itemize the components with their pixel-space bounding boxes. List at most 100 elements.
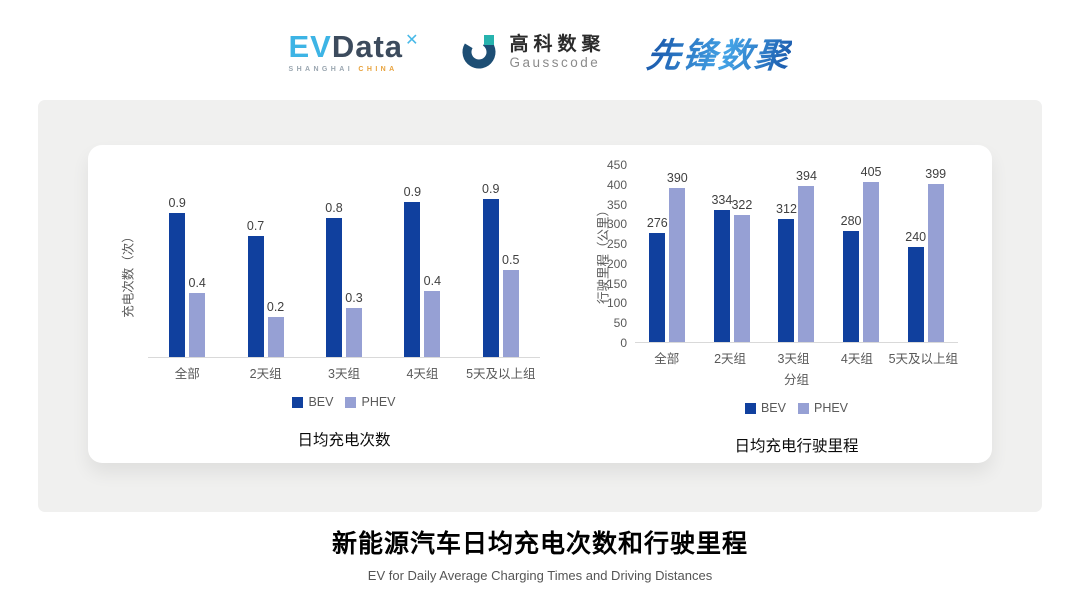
y-tick-label: 250 (606, 237, 627, 252)
y-axis-ticks (88, 190, 140, 358)
chart-title: 日均充电行驶里程 (734, 438, 859, 455)
gray-panel: 充电次数（次） 0.9 0.4 0.7 0.2 0.8 0.3 0.9 0.4 0.9 0.5 全… (38, 100, 1042, 512)
gausscode-cn-label: 高科数聚 (509, 33, 606, 55)
legend-item-phev: PHEV (345, 395, 396, 409)
y-tick-label: 300 (606, 217, 627, 232)
bar-value-label: 0.4 (423, 274, 442, 289)
header-logos: EVData ✕ SHANGHAI CHINA 高科数聚 Gausscode 先锋… (0, 20, 1080, 84)
charts-card: 充电次数（次） 0.9 0.4 0.7 0.2 0.8 0.3 0.9 0.4 0.9 0.5 全… (88, 145, 992, 463)
legend-item-phev: PHEV (797, 401, 849, 415)
bar-group: 0.9 0.4 (168, 196, 206, 357)
bar-phev: 399 (925, 167, 946, 342)
y-tick-label: 100 (606, 296, 627, 311)
y-axis-ticks: 0 50 100 150 200 250 300 350 400 450 (540, 158, 627, 350)
x-axis-categories: 全部 2天组 3天组 4天组 5天及以上组 (635, 348, 958, 367)
legend-label: PHEV (361, 395, 396, 409)
bar-value-label: 0.9 (482, 182, 500, 197)
x-category-label: 全部 (174, 367, 200, 381)
y-tick-label: 0 (620, 336, 627, 350)
chart-footer: 全部 2天组 3天组 4天组 5天及以上组 分组 BEV PHEV 日均充电行驶里程 (635, 343, 958, 456)
bar-group: 312 394 (776, 169, 817, 342)
bar-value-label: 405 (860, 164, 882, 179)
xianfeng-shuju-logo: 先锋数聚 (645, 28, 794, 77)
legend-swatch (292, 396, 304, 408)
bar-group: 0.9 0.4 (404, 185, 442, 357)
gausscode-logo-text: 高科数聚 Gausscode (509, 34, 605, 71)
bar-groups: 0.9 0.4 0.7 0.2 0.8 0.3 0.9 0.4 0.9 0.5 (148, 182, 540, 357)
bar-bev: 0.9 (482, 182, 499, 357)
legend-item-bev: BEV (744, 401, 786, 415)
y-tick-label: 450 (606, 158, 627, 172)
legend-swatch (744, 402, 756, 414)
bar-value-label: 334 (711, 192, 733, 207)
bar-group: 240 399 (905, 167, 946, 342)
legend-swatch (345, 396, 357, 408)
bar-bev: 0.7 (247, 219, 264, 357)
bar-value-label: 0.2 (266, 299, 285, 314)
bar-group: 0.7 0.2 (247, 219, 285, 357)
bar-group: 0.9 0.5 (482, 182, 519, 357)
bar-value-label: 0.8 (325, 200, 343, 215)
bar-phev: 0.3 (345, 291, 363, 357)
y-tick-label: 50 (613, 316, 627, 331)
bar-value-label: 394 (796, 169, 817, 184)
y-tick-label: 400 (606, 177, 627, 192)
y-tick-label: 200 (606, 256, 627, 271)
x-category-label: 3天组 (777, 352, 810, 366)
evdata-shanghai-label: SHANGHAI (288, 66, 354, 73)
x-category-label: 3天组 (328, 367, 360, 381)
evdata-china-label: CHINA (358, 66, 398, 73)
caption-title: 新能源汽车日均充电次数和行驶里程 (331, 530, 748, 558)
legend-swatch (797, 402, 809, 414)
bar-value-label: 0.9 (403, 185, 422, 200)
bar-bev: 0.8 (325, 201, 343, 357)
bar-value-label: 0.9 (168, 195, 186, 210)
bar-value-label: 280 (840, 214, 862, 229)
bar-phev: 390 (667, 171, 688, 342)
evdata-logo-wordmark: EVData ✕ (289, 29, 420, 64)
x-category-label: 2天组 (714, 352, 747, 366)
bar-bev: 334 (711, 193, 732, 342)
gausscode-en-label: Gausscode (509, 54, 601, 70)
x-category-label: 全部 (654, 352, 680, 366)
bar-phev: 394 (796, 169, 817, 342)
caption-subtitle: EV for Daily Average Charging Times and … (367, 568, 713, 583)
bar-phev: 0.4 (188, 276, 206, 357)
bar-value-label: 276 (646, 215, 668, 230)
bar-value-label: 312 (776, 201, 797, 216)
bar-value-label: 399 (925, 167, 947, 182)
evdata-x-icon: ✕ (405, 32, 420, 49)
bar-value-label: 390 (666, 170, 688, 185)
bar-value-label: 0.3 (345, 291, 363, 306)
chart-legend: BEV PHEV (635, 401, 958, 415)
bar-phev: 405 (861, 165, 882, 342)
bar-phev: 0.5 (502, 253, 519, 357)
x-axis-categories: 全部 2天组 3天组 4天组 5天及以上组 (148, 363, 540, 382)
chart-title: 日均充电次数 (297, 432, 391, 449)
bar-bev: 280 (841, 214, 862, 342)
x-axis-title: 分组 (783, 373, 809, 387)
bar-value-label: 240 (905, 230, 927, 245)
evdata-logo-data: Data (331, 29, 404, 64)
legend-label: PHEV (813, 401, 849, 415)
bar-group: 280 405 (841, 165, 882, 342)
bar-bev: 312 (776, 202, 797, 342)
caption: 新能源汽车日均充电次数和行驶里程 EV for Daily Average Ch… (0, 524, 1080, 583)
bar-groups: 276 390 334 322 312 394 280 405 240 399 (635, 165, 958, 342)
x-category-label: 2天组 (249, 367, 282, 381)
x-category-label: 5天及以上组 (466, 367, 536, 381)
legend-label: BEV (308, 395, 334, 409)
bar-group: 276 390 (646, 171, 688, 342)
chart-daily-charging-times: 充电次数（次） 0.9 0.4 0.7 0.2 0.8 0.3 0.9 0.4 0.9 0.5 全… (88, 145, 540, 463)
chart-legend: BEV PHEV (148, 395, 540, 409)
evdata-logo-subtitle: SHANGHAI CHINA (289, 66, 418, 73)
bar-bev: 0.9 (168, 196, 186, 357)
y-tick-label: 150 (606, 276, 627, 291)
bar-group: 334 322 (711, 193, 752, 342)
legend-label: BEV (760, 401, 786, 415)
bar-value-label: 0.7 (246, 219, 265, 234)
x-category-label: 4天组 (406, 367, 439, 381)
chart-daily-driving-distance: 行驶里程（公里） 0 50 100 150 200 250 300 350 400 450 276… (540, 145, 992, 463)
y-tick-label: 350 (606, 197, 627, 212)
bar-value-label: 322 (731, 197, 753, 212)
